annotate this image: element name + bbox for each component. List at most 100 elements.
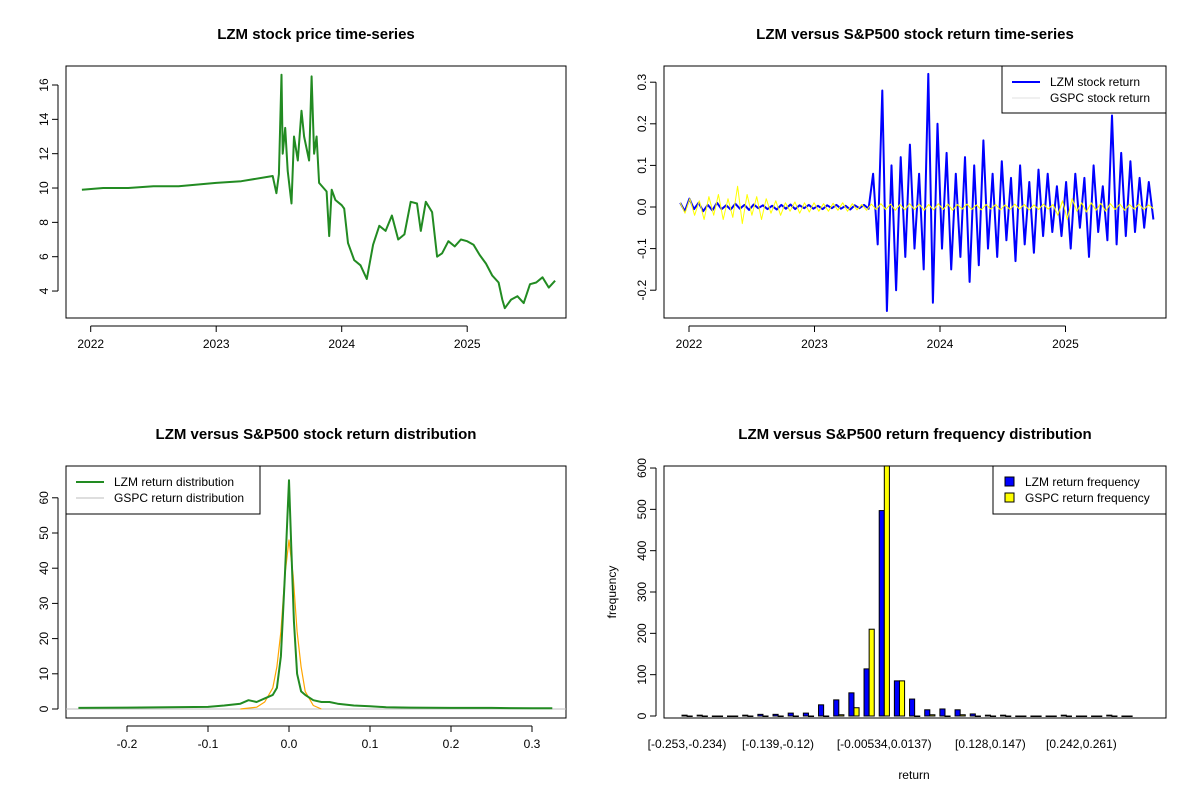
price-chart: LZM stock price time-series 4 6 8 10 12 14 16 20…: [37, 26, 567, 351]
y-tick-label: -0.2: [635, 280, 649, 301]
lzm-bar: [969, 713, 976, 717]
x-tick-label: 2022: [676, 337, 703, 351]
lzm-bar: [1000, 714, 1007, 717]
gspc-density-line: [240, 539, 322, 710]
x-tick-label: 2025: [454, 337, 481, 351]
x-tick-label: 2024: [328, 337, 355, 351]
gspc-bar: [1020, 715, 1027, 717]
x-tick-label: 2023: [203, 337, 230, 351]
y-tick-label: 0.1: [635, 157, 649, 174]
y-tick-label: 40: [37, 561, 51, 575]
y-tick-label: 0: [635, 712, 649, 719]
lzm-bar: [1030, 715, 1037, 717]
lzm-bar: [696, 714, 703, 717]
plot-frame: [65, 65, 567, 319]
gspc-bar: [807, 715, 815, 717]
lzm-bar: [954, 709, 961, 717]
y-tick-label: 0.2: [635, 115, 649, 132]
y-tick-label: 50: [37, 526, 51, 540]
y-tick-label: 10: [37, 667, 51, 681]
gspc-bar: [883, 465, 890, 717]
x-tick-label: 2024: [927, 337, 954, 351]
gspc-bar: [1111, 715, 1118, 717]
lzm-bar: [1060, 714, 1067, 717]
lzm-bar: [757, 713, 764, 717]
lzm-bar: [1121, 715, 1128, 717]
y-tick-label: 4: [37, 287, 51, 294]
gspc-bar: [1126, 715, 1133, 717]
plot-frame: [663, 465, 1167, 719]
gspc-bar: [686, 715, 693, 717]
lzm-bar: [1075, 715, 1083, 717]
y-axis-label: frequency: [605, 566, 619, 619]
x-tick-label: -0.2: [117, 737, 138, 751]
legend-box: [65, 465, 261, 515]
lzm-bar: [711, 715, 718, 717]
gspc-bar: [898, 680, 906, 717]
lzm-bar: [681, 714, 688, 717]
gspc-bar: [990, 715, 997, 717]
y-tick-label: 16: [37, 78, 51, 92]
gspc-return-line: [679, 185, 1154, 225]
gspc-bar: [853, 707, 860, 717]
lzm-bar: [863, 668, 870, 717]
gspc-bar: [944, 715, 951, 717]
y-tick-label: 14: [37, 112, 51, 126]
lzm-bar: [939, 708, 946, 717]
gspc-bar: [974, 715, 981, 717]
x-tick-label: -0.1: [198, 737, 219, 751]
gspc-bar: [959, 714, 966, 717]
lzm-bar: [984, 714, 992, 717]
lzm-bar: [818, 704, 825, 717]
lzm-density-line: [78, 479, 553, 710]
gspc-bar: [1050, 715, 1057, 717]
gspc-bar: [1005, 715, 1012, 717]
lzm-bar: [802, 712, 809, 717]
gspc-bar: [1035, 715, 1042, 717]
gspc-bar: [929, 714, 936, 717]
gspc-bar: [1096, 715, 1103, 717]
x-tick-label: [0.242,0.261): [1046, 737, 1117, 751]
y-tick-label: 20: [37, 632, 51, 646]
legend-label: LZM return frequency: [1025, 475, 1140, 489]
lzm-bar: [878, 510, 885, 717]
x-tick-label: 2022: [77, 337, 104, 351]
legend-label: GSPC return distribution: [114, 491, 244, 505]
lzm-bar: [909, 698, 916, 717]
legend-label: GSPC stock return: [1050, 91, 1150, 105]
chart-title: LZM versus S&P500 return frequency distr…: [738, 426, 1091, 443]
plot-frame: [65, 465, 567, 719]
y-tick-label: 300: [635, 582, 649, 602]
legend-swatch: [1004, 476, 1015, 487]
y-tick-label: 100: [635, 664, 649, 684]
return-density-chart: LZM versus S&P500 stock return distribut…: [37, 426, 567, 751]
gspc-bar: [1065, 715, 1072, 717]
legend-box: [1001, 65, 1167, 114]
lzm-bar: [1106, 714, 1113, 717]
chart-title: LZM stock price time-series: [217, 26, 415, 43]
chart-title: LZM versus S&P500 stock return distribut…: [156, 426, 477, 443]
plot-frame: [663, 65, 1167, 319]
x-tick-label: 0.3: [524, 737, 541, 751]
y-tick-label: 6: [37, 253, 51, 260]
y-tick-label: 400: [635, 540, 649, 560]
y-tick-label: 10: [37, 181, 51, 195]
y-tick-label: 0: [37, 705, 51, 712]
gspc-bar: [777, 715, 784, 717]
gspc-bar: [732, 715, 739, 717]
return-histogram-chart: LZM versus S&P500 return frequency distr…: [605, 426, 1167, 782]
lzm-bar: [848, 692, 855, 717]
y-tick-label: 500: [635, 499, 649, 519]
x-tick-label: [-0.139,-0.12): [742, 737, 814, 751]
x-tick-label: 0.2: [443, 737, 460, 751]
legend-label: LZM return distribution: [114, 475, 234, 489]
lzm-bar: [833, 699, 840, 717]
y-tick-label: 8: [37, 219, 51, 226]
x-tick-label: [-0.253,-0.234): [648, 737, 727, 751]
y-tick-label: 12: [37, 147, 51, 161]
gspc-bar: [868, 628, 875, 717]
lzm-bar: [742, 714, 749, 717]
lzm-bar: [1015, 715, 1022, 717]
lzm-bar: [1091, 715, 1098, 717]
